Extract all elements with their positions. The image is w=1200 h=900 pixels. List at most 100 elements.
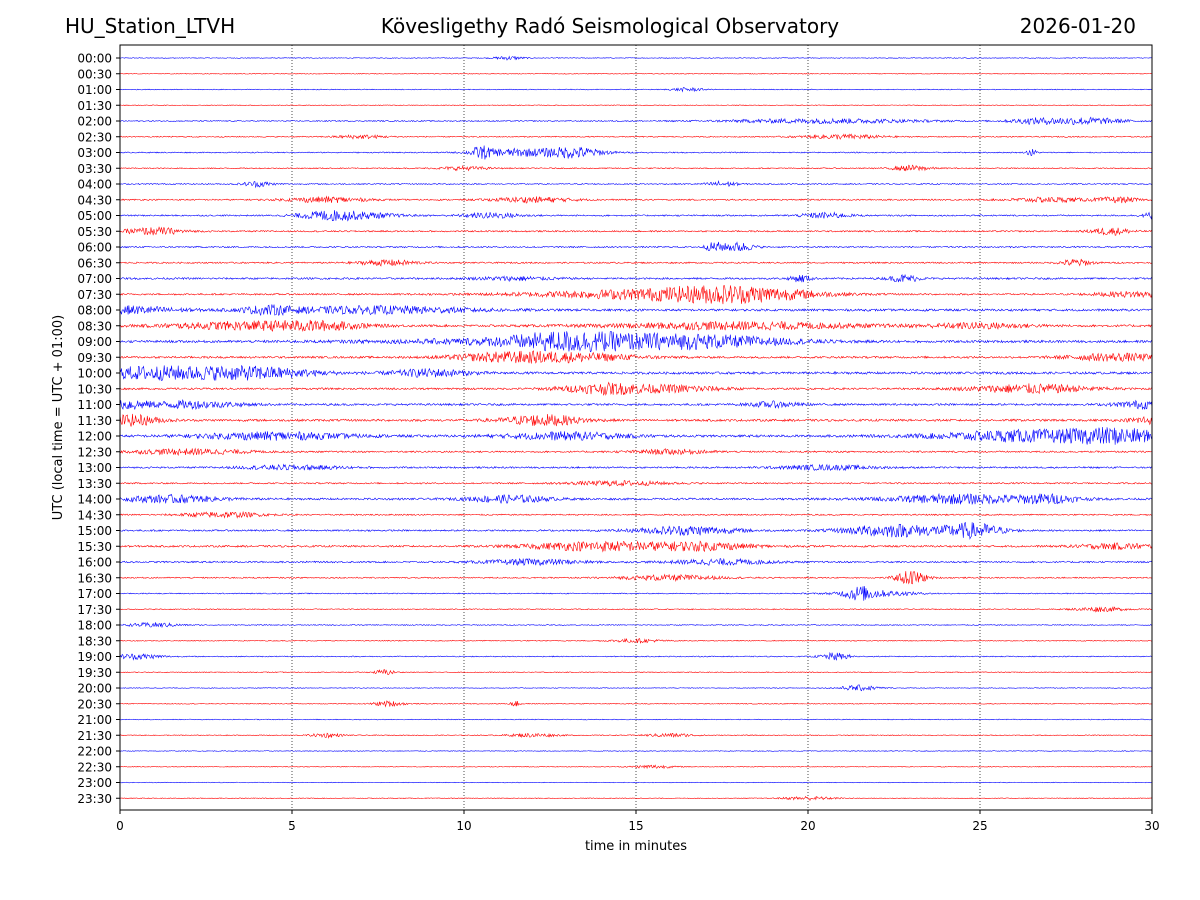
trace-1500 [119, 522, 1153, 540]
trace-1830 [119, 637, 1153, 644]
trace-0700 [119, 273, 1153, 283]
y-tick-label-0030: 00:30 [77, 67, 112, 81]
y-tick-label-2300: 23:00 [77, 776, 112, 790]
y-tick-label-2000: 20:00 [77, 682, 112, 696]
x-tick-label-5: 5 [288, 819, 296, 833]
trace-0600 [119, 241, 1153, 252]
y-tick-label-0200: 02:00 [77, 115, 112, 129]
y-tick-label-0230: 02:30 [77, 130, 112, 144]
trace-0030 [119, 72, 1153, 75]
trace-1400 [119, 492, 1153, 506]
y-tick-label-0900: 09:00 [77, 335, 112, 349]
trace-0630 [119, 258, 1153, 267]
trace-0530 [119, 226, 1153, 236]
trace-1900 [119, 651, 1153, 661]
y-tick-label-1200: 12:00 [77, 430, 112, 444]
trace-0100 [119, 87, 1153, 93]
y-tick-label-1700: 17:00 [77, 587, 112, 601]
trace-1030 [119, 381, 1153, 396]
y-tick-label-0400: 04:00 [77, 178, 112, 192]
trace-1200 [119, 427, 1153, 445]
y-tick-label-1130: 11:30 [77, 414, 112, 428]
trace-1430 [119, 510, 1153, 519]
x-tick-label-10: 10 [456, 819, 471, 833]
trace-0900 [119, 330, 1153, 353]
y-tick-label-1900: 19:00 [77, 650, 112, 664]
trace-2100 [119, 718, 1153, 721]
y-tick-label-2100: 21:00 [77, 713, 112, 727]
trace-0130 [119, 104, 1153, 107]
trace-2300 [119, 781, 1153, 784]
x-tick-label-25: 25 [972, 819, 987, 833]
y-tick-label-0530: 05:30 [77, 225, 112, 239]
trace-1230 [119, 447, 1153, 456]
y-tick-label-0330: 03:30 [77, 162, 112, 176]
y-axis-label: UTC (local time = UTC + 01:00) [51, 315, 66, 520]
y-tick-label-0930: 09:30 [77, 351, 112, 365]
y-tick-label-0630: 06:30 [77, 256, 112, 270]
y-tick-label-1430: 14:30 [77, 508, 112, 522]
x-tick-labels: 0 5 10 15 20 25 30 [116, 810, 1160, 833]
x-tick-label-15: 15 [628, 819, 643, 833]
y-tick-label-0000: 00:00 [77, 52, 112, 66]
trace-0800 [119, 304, 1153, 317]
observatory-title: Kövesligethy Radó Seismological Observat… [380, 14, 840, 38]
y-tick-label-1930: 19:30 [77, 666, 112, 680]
y-tick-label-0100: 01:00 [77, 83, 112, 97]
y-tick-label-1400: 14:00 [77, 493, 112, 507]
x-tick-label-0: 0 [116, 819, 124, 833]
y-tick-label-1730: 17:30 [77, 603, 112, 617]
trace-1600 [119, 557, 1153, 567]
trace-0000 [119, 55, 1153, 61]
trace-0430 [119, 195, 1153, 204]
trace-2200 [119, 750, 1153, 752]
station-title: HU_Station_LTVH [65, 14, 236, 38]
trace-1300 [119, 463, 1153, 472]
y-tick-label-1630: 16:30 [77, 571, 112, 585]
trace-0200 [119, 116, 1153, 126]
trace-1530 [119, 540, 1153, 553]
trace-2330 [119, 795, 1153, 802]
trace-1930 [119, 669, 1153, 675]
y-tick-label-1500: 15:00 [77, 524, 112, 538]
y-tick-label-0800: 08:00 [77, 304, 112, 318]
trace-2230 [119, 764, 1153, 770]
y-tick-label-1830: 18:30 [77, 634, 112, 648]
y-tick-label-0700: 07:00 [77, 272, 112, 286]
y-tick-label-2230: 22:30 [77, 760, 112, 774]
trace-0300 [119, 145, 1153, 160]
trace-1730 [119, 606, 1153, 613]
trace-0400 [119, 180, 1153, 189]
y-tick-label-2200: 22:00 [77, 745, 112, 759]
trace-0730 [119, 285, 1153, 305]
trace-0230 [119, 133, 1153, 140]
trace-1700 [119, 586, 1153, 601]
y-tick-label-0300: 03:00 [77, 146, 112, 160]
y-tick-label-1000: 10:00 [77, 367, 112, 381]
y-tick-label-0600: 06:00 [77, 241, 112, 255]
trace-1130 [119, 413, 1153, 427]
trace-0930 [119, 350, 1153, 364]
y-tick-label-1030: 10:30 [77, 382, 112, 396]
y-tick-label-1800: 18:00 [77, 619, 112, 633]
grid-layer [291, 45, 981, 810]
y-tick-label-1230: 12:30 [77, 445, 112, 459]
y-tick-label-2330: 23:30 [77, 792, 112, 806]
y-tick-label-0430: 04:30 [77, 193, 112, 207]
x-tick-label-20: 20 [800, 819, 815, 833]
trace-0830 [119, 319, 1153, 333]
trace-0500 [119, 210, 1153, 222]
trace-2130 [119, 732, 1153, 739]
y-tick-label-1100: 11:00 [77, 398, 112, 412]
y-tick-label-1600: 16:00 [77, 556, 112, 570]
trace-1100 [119, 399, 1153, 411]
trace-1800 [119, 621, 1153, 629]
y-tick-label-1330: 13:30 [77, 477, 112, 491]
y-tick-label-0730: 07:30 [77, 288, 112, 302]
trace-1330 [119, 480, 1153, 487]
y-tick-label-2030: 20:30 [77, 697, 112, 711]
y-tick-label-2130: 21:30 [77, 729, 112, 743]
trace-1000 [119, 365, 1153, 381]
